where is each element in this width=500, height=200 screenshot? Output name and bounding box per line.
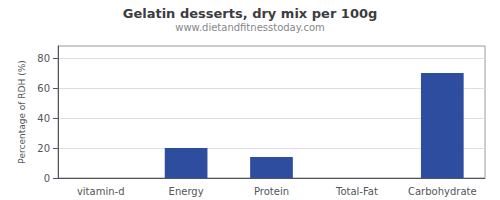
svg-text:www.dietandfitnesstoday.com: www.dietandfitnesstoday.com <box>175 22 324 33</box>
svg-text:Gelatin desserts, dry mix per: Gelatin desserts, dry mix per 100g <box>123 6 378 21</box>
svg-text:80: 80 <box>37 53 50 64</box>
svg-text:Carbohydrate: Carbohydrate <box>408 186 477 197</box>
svg-text:20: 20 <box>37 143 50 154</box>
svg-text:vitamin-d: vitamin-d <box>77 186 125 197</box>
svg-text:0: 0 <box>44 173 50 184</box>
svg-text:Energy: Energy <box>169 186 204 197</box>
svg-text:Protein: Protein <box>254 186 289 197</box>
svg-text:60: 60 <box>37 83 50 94</box>
svg-text:Total-Fat: Total-Fat <box>335 186 378 197</box>
svg-text:40: 40 <box>37 113 50 124</box>
svg-text:Percentage of RDH (%): Percentage of RDH (%) <box>17 60 27 163</box>
